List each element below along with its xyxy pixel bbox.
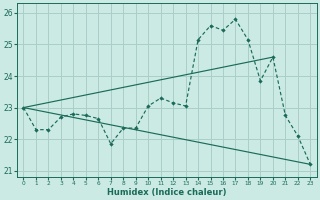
X-axis label: Humidex (Indice chaleur): Humidex (Indice chaleur)	[107, 188, 227, 197]
